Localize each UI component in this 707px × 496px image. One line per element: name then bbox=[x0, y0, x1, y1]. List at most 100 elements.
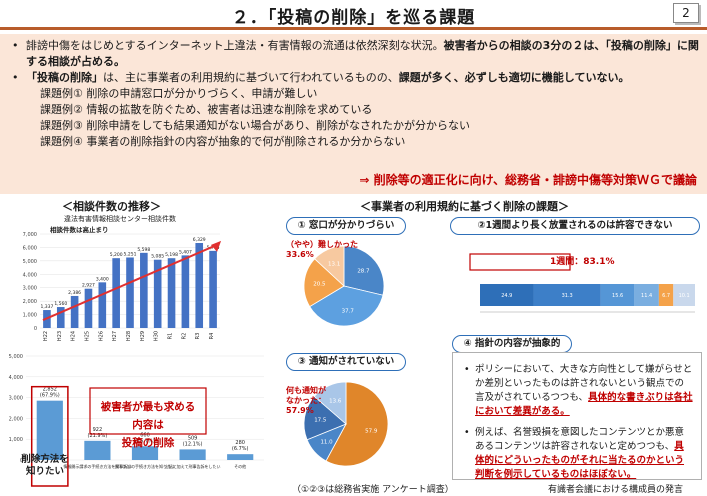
bar1-bar bbox=[167, 258, 176, 328]
bullet1-bold: 被害者からの相談の3分の２は、「投稿の削除」に関する相談が占める。 bbox=[26, 39, 699, 68]
stack-segment bbox=[658, 284, 674, 306]
bar2-ytick: 2,000 bbox=[9, 416, 23, 422]
page-title: ２．「投稿の削除」を巡る課題 bbox=[231, 8, 476, 28]
policy-note-1: ポリシーにおいて、大きな方向性として嫌がらせとか差別といったものは許されないとい… bbox=[461, 363, 693, 419]
bar2-ytick: 3,000 bbox=[9, 396, 23, 402]
pie2-label: 57.9 bbox=[365, 428, 378, 434]
bar2-ytick: 1,000 bbox=[9, 437, 23, 443]
note2-highlight: 具体的にどういったものがそれに当たるのかという判断を例示しているものはほぼない。 bbox=[475, 441, 685, 480]
pie2-label: 13.6 bbox=[329, 398, 342, 404]
bar1-xtick: H29 bbox=[140, 331, 146, 341]
bar1-trend-arrowhead bbox=[211, 240, 222, 252]
bullet2-plain: は、主に事業者の利用規約に基づいて行われているものの、 bbox=[103, 71, 399, 84]
bar1-bar bbox=[153, 259, 162, 328]
bar1-value-label: 6,329 bbox=[193, 237, 206, 243]
bar1-note: 相談件数は高止まり bbox=[50, 225, 109, 234]
bar2-bar bbox=[227, 454, 254, 460]
page-number: 2 bbox=[673, 3, 699, 23]
bar1-bar bbox=[140, 252, 148, 328]
pie1-slice bbox=[343, 245, 385, 296]
bar2-ytick: 0 bbox=[20, 458, 23, 464]
bar1-xtick: R1 bbox=[168, 333, 174, 340]
bar2-value-label: 660 bbox=[140, 432, 150, 438]
stack-callout-box bbox=[469, 253, 571, 271]
survey-caption: （①②③は総務省実施 アンケート調査） bbox=[292, 485, 454, 495]
pie2-slice bbox=[313, 381, 347, 425]
pie1-label: 37.7 bbox=[342, 309, 355, 315]
bar2-ytick: 5,000 bbox=[9, 354, 23, 360]
bar1-ytick: 4,000 bbox=[23, 272, 37, 278]
bar1-bar bbox=[56, 307, 65, 328]
issue-pill-2: ②1週間より長く放置されるのは許容できない bbox=[450, 217, 700, 235]
bar1-ytick: 0 bbox=[34, 326, 37, 332]
bar1-xtick: R4 bbox=[209, 333, 215, 340]
pie1-label: 28.7 bbox=[357, 269, 370, 275]
pie1-slice bbox=[314, 245, 345, 287]
bar1-value-label: 5,407 bbox=[179, 249, 192, 255]
source-caption: 有識者会議における構成員の発言 bbox=[548, 485, 684, 495]
policy-notes: ポリシーにおいて、大きな方向性として嫌がらせとか差別といったものは許されないとい… bbox=[452, 352, 702, 480]
bar2-value-label: (15.7%) bbox=[135, 438, 155, 444]
pie-chart-notice: 57.9 11.0 17.5 13.6 bbox=[303, 381, 389, 467]
summary-bullet-2: 「投稿の削除」は、主に事業者の利用規約に基づいて行われているものの、課題が多く、… bbox=[8, 70, 699, 86]
pie2-label: 17.5 bbox=[314, 418, 327, 424]
bar2-value-label: 2,852 bbox=[43, 387, 57, 393]
bar1-bar bbox=[181, 255, 190, 328]
pie1-callout: （やや）難しかった 33.6% bbox=[286, 240, 358, 259]
bar1-bar bbox=[70, 295, 79, 328]
bar1-value-label: 5,745 bbox=[207, 245, 220, 251]
pie2-callout: 何も通知が なかった： 57.9% bbox=[286, 386, 326, 415]
bar1-bar bbox=[112, 258, 120, 328]
stack-segment bbox=[480, 284, 534, 306]
bar1-bar bbox=[98, 282, 107, 328]
requests-note-line1: 被害者が最も求める内容は bbox=[100, 401, 196, 431]
bar1-xtick: H27 bbox=[112, 331, 118, 341]
bar1-value-label: 3,400 bbox=[96, 276, 109, 282]
bar1-xtick: H22 bbox=[43, 331, 49, 341]
pie2-label: 11.0 bbox=[320, 439, 333, 445]
bar2-bar bbox=[36, 400, 63, 460]
issue-pill-3: ③ 通知がされていない bbox=[286, 353, 406, 371]
bar2-xtick: 情報開示請求の手続き方法を知りたい bbox=[63, 463, 131, 469]
bar1-title: 違法有害情報相談センター相談件数 bbox=[64, 214, 176, 223]
bar1-xtick: R2 bbox=[181, 333, 187, 340]
bar1-bar bbox=[209, 250, 217, 328]
bar1-ytick: 7,000 bbox=[23, 232, 37, 238]
bar2-value-label: (6.7%) bbox=[232, 446, 249, 452]
request-bar-chart: 0 1,000 2,000 3,000 4,000 5,000 2,852(67.9%) 92… bbox=[9, 354, 264, 487]
pie1-slice bbox=[303, 258, 345, 308]
bar1-value-label: 5,085 bbox=[151, 254, 164, 260]
note1-highlight: 具体的な書きぶりは各社において差異がある。 bbox=[475, 392, 693, 417]
bar2-value-label: 922 bbox=[93, 427, 103, 433]
bar2-value-label: (12.1%) bbox=[183, 441, 203, 447]
bar2-value-label: 509 bbox=[188, 435, 198, 441]
title-bar: ２．「投稿の削除」を巡る課題 2 bbox=[0, 0, 707, 30]
conclusion-text: ⇒ 削除等の適正化に向け、総務省・誹謗中傷等対策ＷＧで議論 bbox=[359, 173, 697, 187]
pie1-label: 13.1 bbox=[328, 261, 340, 267]
consultation-heading: ＜相談件数の推移＞ bbox=[62, 200, 161, 213]
issue-example-3: 課題例③ 削除申請をしても結果通知がない場合があり、削除がなされたかが分からない bbox=[40, 119, 471, 132]
stack-segment bbox=[634, 284, 659, 306]
bar2-xtick: 民事訴訟の手続き方法を知りたい bbox=[115, 463, 175, 469]
requests-note-box bbox=[89, 387, 207, 435]
stack-segment bbox=[673, 284, 695, 306]
stacked-bar-chart: 24.9 31.3 15.6 11.4 6.7 10.1 bbox=[469, 253, 695, 313]
bar1-bar bbox=[195, 243, 204, 328]
bar2-ytick: 4,000 bbox=[9, 375, 23, 381]
pie1-label: 20.5 bbox=[313, 281, 326, 287]
issue-pill-1: ① 窓口が分かりづらい bbox=[286, 217, 406, 235]
pie-chart-window: 28.7 37.7 20.5 13.1 bbox=[303, 245, 385, 327]
stack-segment-label: 11.4 bbox=[641, 293, 652, 299]
bar1-ytick: 5,000 bbox=[23, 259, 37, 265]
issue-example-1: 課題例① 削除の申請窓口が分かりづらく、申請が難しい bbox=[40, 87, 318, 100]
bullet2-bold2: 課題が多く、必ずしも適切に機能していない。 bbox=[398, 71, 630, 84]
bar2-bar bbox=[131, 446, 159, 460]
bar2-value-label: (67.9%) bbox=[40, 393, 60, 399]
bar1-bar bbox=[126, 257, 134, 328]
stack-segment-label: 6.7 bbox=[662, 293, 670, 299]
stack-segment-label: 15.6 bbox=[612, 293, 623, 299]
bar1-xtick: H23 bbox=[57, 331, 63, 341]
issue-example-4: 課題例④ 事業者の削除指針の内容が抽象的で何が削除されるか分からない bbox=[40, 135, 406, 148]
bar1-ytick: 3,000 bbox=[23, 286, 37, 292]
